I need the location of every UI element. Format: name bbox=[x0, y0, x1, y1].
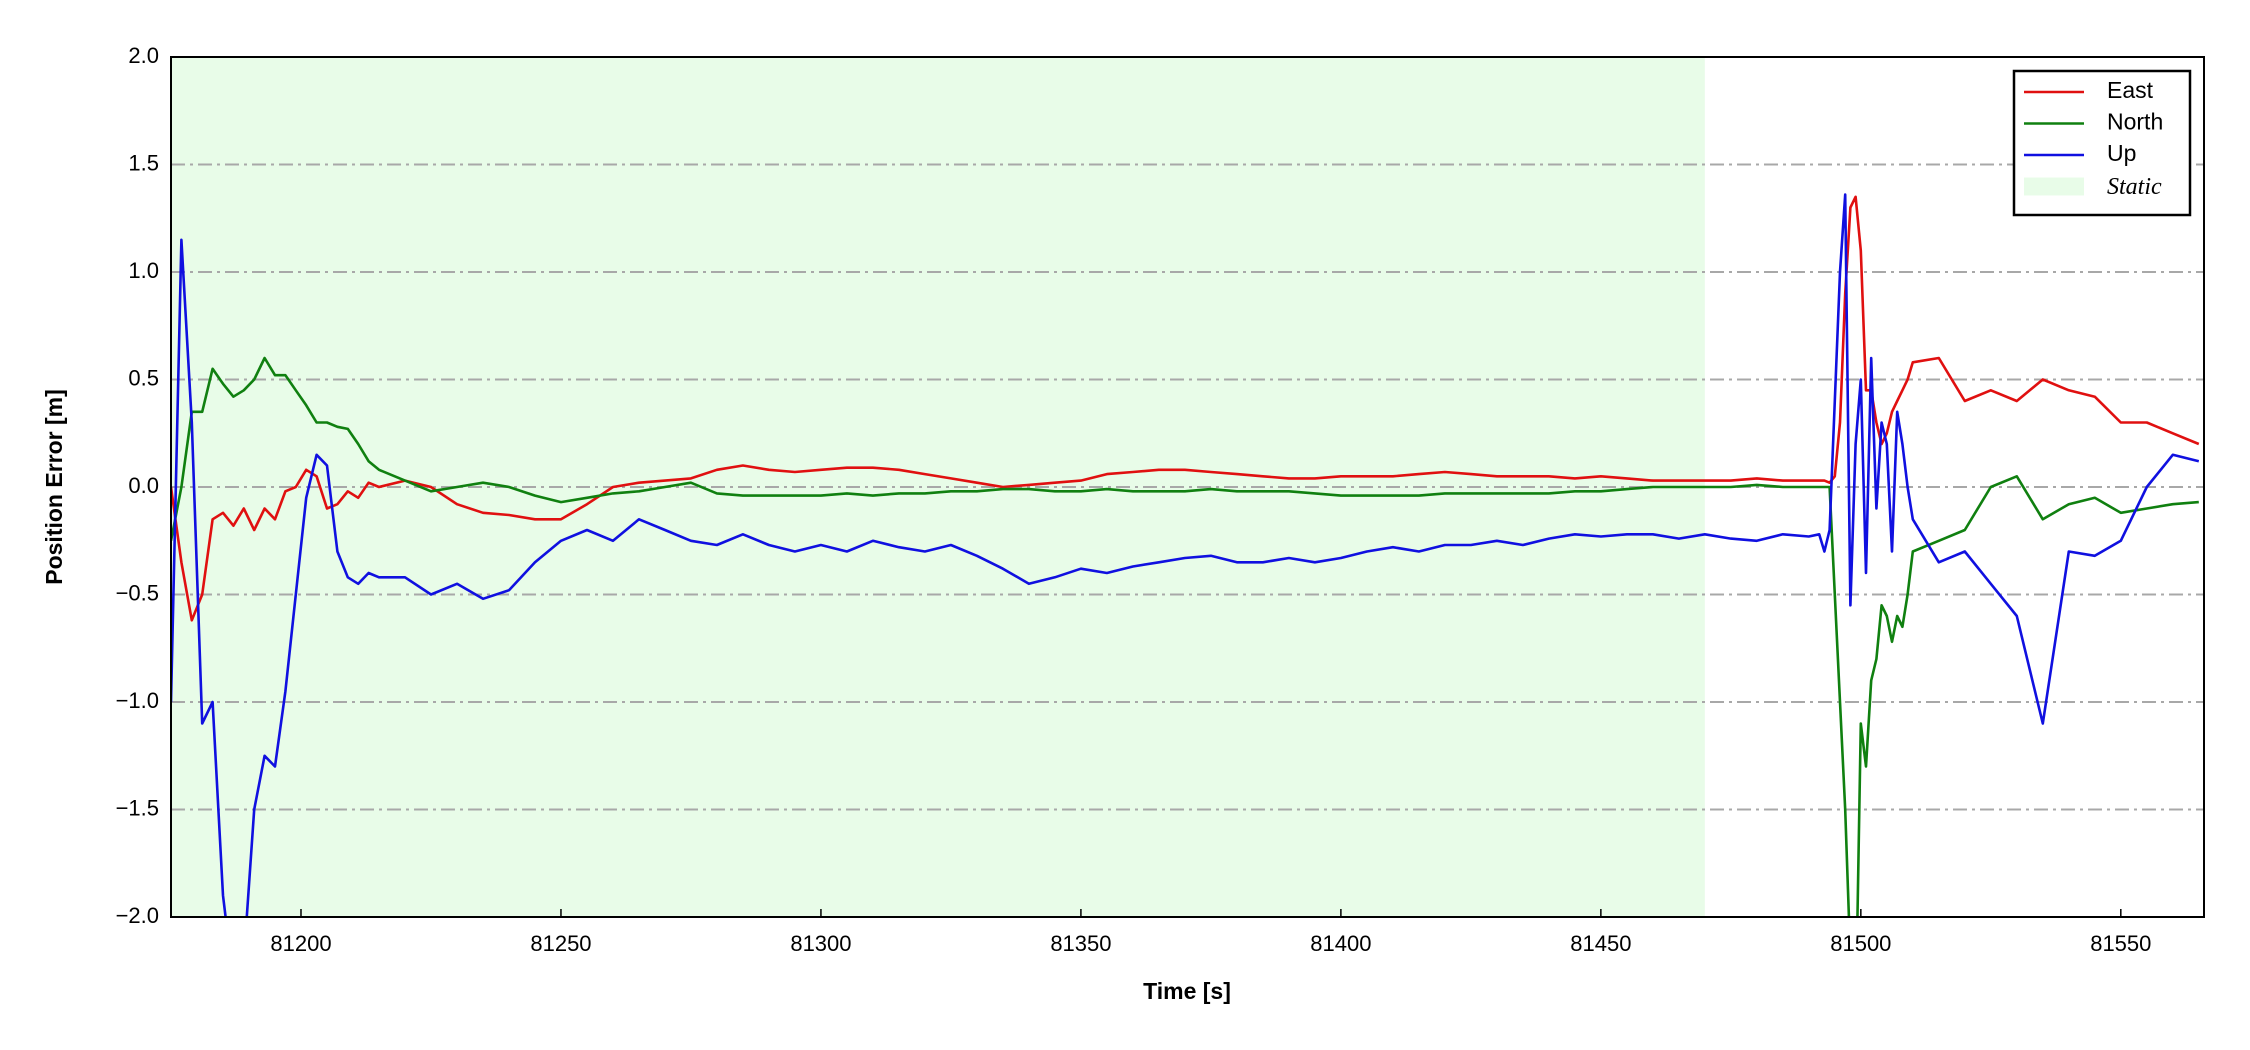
y-tick-label: 1.0 bbox=[128, 258, 159, 283]
data-line bbox=[171, 195, 2200, 622]
legend-label: East bbox=[2107, 77, 2154, 103]
y-tick-label: −1.5 bbox=[116, 795, 159, 820]
y-tick-label: 2.0 bbox=[128, 43, 159, 68]
y-tick-label: 1.5 bbox=[128, 150, 159, 175]
x-tick-label: 81550 bbox=[2090, 931, 2151, 956]
legend-swatch bbox=[2024, 177, 2084, 196]
x-tick-label: 81250 bbox=[530, 931, 591, 956]
data-line bbox=[171, 193, 2200, 917]
x-tick-label: 81450 bbox=[1570, 931, 1631, 956]
x-tick-label: 81200 bbox=[270, 931, 331, 956]
y-tick-label: −1.0 bbox=[116, 688, 159, 713]
legend-label: Up bbox=[2107, 140, 2136, 166]
y-tick-label: −0.5 bbox=[116, 580, 159, 605]
x-tick-label: 81350 bbox=[1050, 931, 1111, 956]
legend-label: North bbox=[2107, 109, 2163, 135]
data-line bbox=[171, 356, 2199, 917]
x-axis-label: Time [s] bbox=[1143, 978, 1231, 1004]
y-axis-label: Position Error [m] bbox=[41, 389, 67, 585]
x-tick-label: 81300 bbox=[790, 931, 851, 956]
plot-area bbox=[171, 193, 2200, 917]
plot-frame bbox=[170, 56, 2205, 918]
x-tick-label: 81500 bbox=[1830, 931, 1891, 956]
legend-label: Static bbox=[2107, 174, 2162, 200]
y-tick-label: −2.0 bbox=[116, 903, 159, 928]
x-tick-label: 81400 bbox=[1310, 931, 1371, 956]
y-tick-label: 0.0 bbox=[128, 473, 159, 498]
y-tick-label: 0.5 bbox=[128, 365, 159, 390]
